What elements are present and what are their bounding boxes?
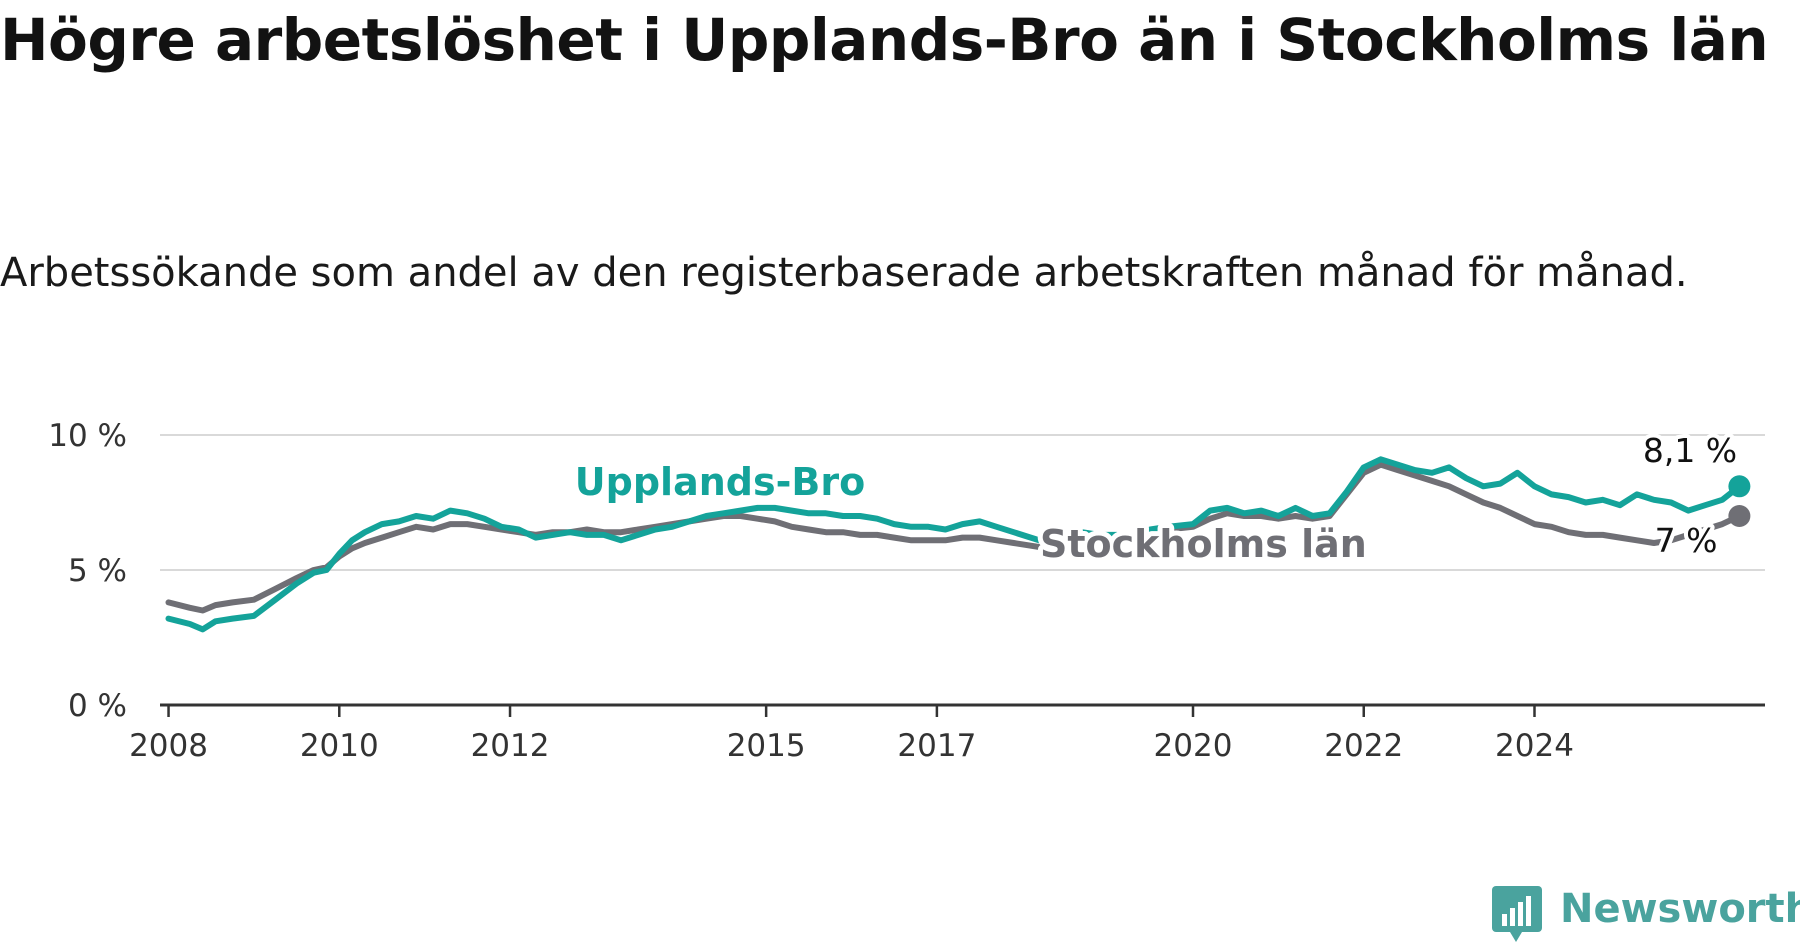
series-lines [165,456,1751,633]
y-axis: 0 % 5 % 10 % [48,418,127,724]
series-end-point [1728,475,1751,498]
series-label-halo: Stockholms län [1040,522,1367,566]
brand [1488,884,1800,946]
x-tick-label: 2008 [129,728,208,764]
end-label-halo: 8,1 % [1643,431,1737,470]
series-line-upplands-bro [165,456,1743,633]
x-tick-label: 2024 [1495,728,1574,764]
series-end-point [1728,505,1751,527]
line-chart: 0 %5 %10 % 2008 2010 2012 2015 2017 2020 2022 2… [48,418,1765,764]
x-axis: 2008 2010 2012 2015 2017 2020 2022 2024 [129,703,1765,764]
x-tick-label: 2020 [1154,728,1233,764]
series-label-upplands-bro: Upplands-Bro [575,460,865,504]
brand-name: Newsworthy [1560,886,1800,932]
grid [160,434,1765,571]
end-value-label: 7 % [1655,521,1718,560]
series-label-stockholms-lan: Stockholms län [1040,522,1367,566]
y-tick-label: 5 % [68,553,127,589]
y-tick-label: 0 % [68,688,127,724]
x-tick-label: 2022 [1324,728,1403,764]
end-label-halo: 7 % [1655,521,1718,560]
y-tick-label: 10 % [48,418,127,454]
series-label-halo: Upplands-Bro [575,460,865,504]
x-tick-label: 2012 [471,728,550,764]
series-line-stockholms-lan [165,461,1743,614]
chart-title: Högre arbetslöshet i Upplands-Bro än i S… [0,6,1769,74]
x-tick-label: 2010 [300,728,379,764]
end-value-label: 8,1 % [1643,431,1737,470]
x-tick-label: 2015 [727,728,806,764]
newsworthy-logo-icon [1492,886,1542,942]
x-tick-label: 2017 [897,728,976,764]
chart-subtitle: Arbetssökande som andel av den registerb… [0,250,1688,296]
